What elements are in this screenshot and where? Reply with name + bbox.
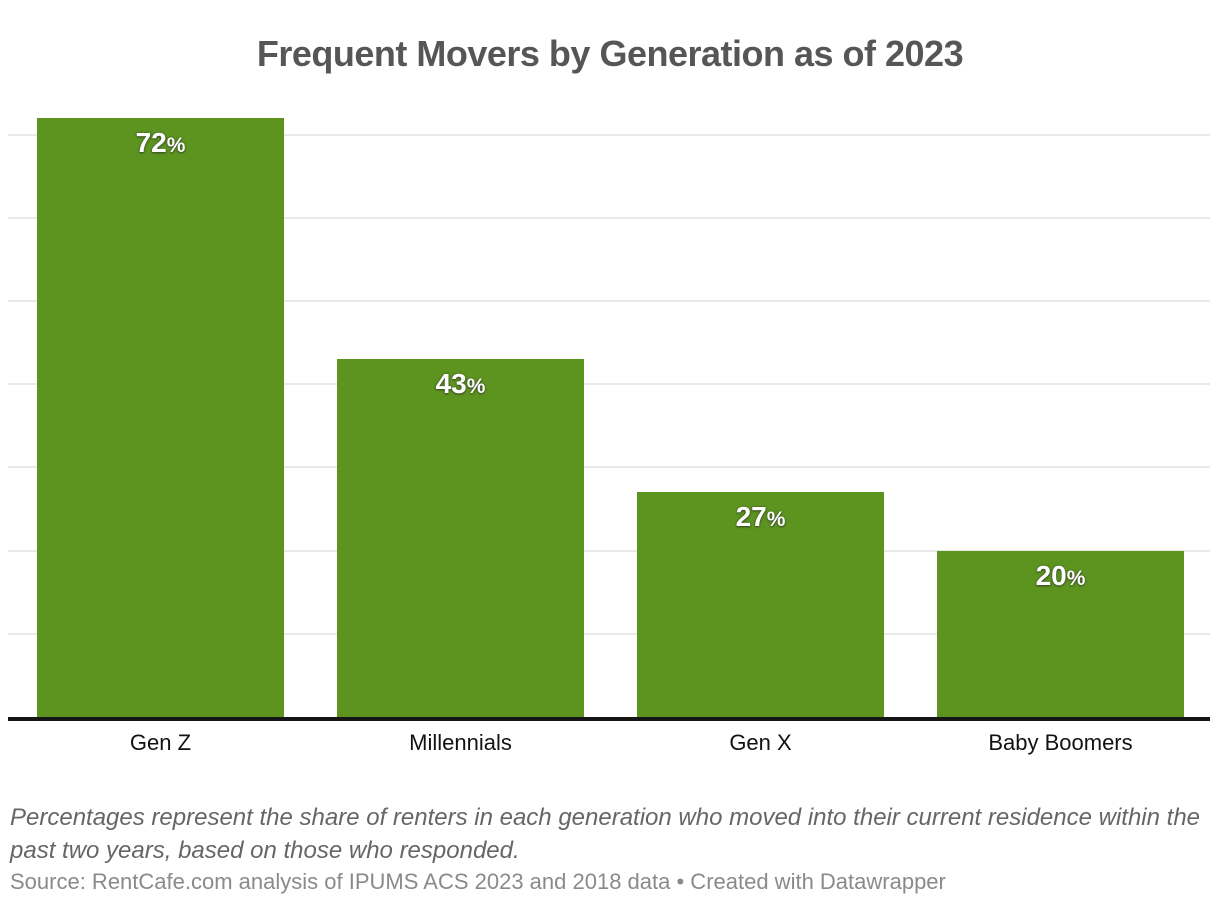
bar-value-label: 27% bbox=[637, 501, 884, 533]
chart-source: Source: RentCafe.com analysis of IPUMS A… bbox=[10, 869, 946, 894]
bar-value-number: 43 bbox=[435, 368, 467, 399]
bar-gen-x: 27% bbox=[637, 492, 884, 717]
gridline-20 bbox=[8, 549, 1210, 552]
x-axis-label-millennials: Millennials bbox=[409, 730, 512, 755]
gridline-10 bbox=[8, 632, 1210, 635]
bar-millennials: 43% bbox=[337, 359, 584, 717]
gridline-30 bbox=[8, 466, 1210, 469]
gridline-60 bbox=[8, 216, 1210, 219]
gridline-40 bbox=[8, 383, 1210, 386]
x-axis-label-gen-z: Gen Z bbox=[129, 730, 192, 755]
bar-value-unit: % bbox=[766, 508, 786, 531]
bar-value-label: 20% bbox=[937, 560, 1184, 592]
chart-title: Frequent Movers by Generation as of 2023 bbox=[256, 33, 964, 74]
bar-baby-boomers: 20% bbox=[937, 551, 1184, 717]
bar-value-unit: % bbox=[166, 134, 186, 157]
x-axis-baseline bbox=[8, 717, 1210, 721]
bar-value-unit: % bbox=[1066, 567, 1086, 590]
bar-value-number: 72 bbox=[135, 127, 167, 158]
bar-value-number: 20 bbox=[1035, 560, 1067, 591]
bar-value-label: 43% bbox=[337, 368, 584, 400]
chart-note: Percentages represent the share of rente… bbox=[10, 804, 1201, 864]
gridline-70 bbox=[8, 133, 1210, 136]
bar-gen-z: 72% bbox=[37, 118, 284, 717]
x-axis-label-baby-boomers: Baby Boomers bbox=[988, 730, 1133, 755]
x-axis-label-gen-x: Gen X bbox=[729, 730, 792, 755]
plot-area: 72% 43% 27% 20% Gen Z Millennials Gen X Baby B… bbox=[8, 0, 1210, 770]
bar-value-unit: % bbox=[466, 375, 486, 398]
bar-value-label: 72% bbox=[37, 127, 284, 159]
gridline-50 bbox=[8, 300, 1210, 303]
bar-value-number: 27 bbox=[735, 501, 767, 532]
